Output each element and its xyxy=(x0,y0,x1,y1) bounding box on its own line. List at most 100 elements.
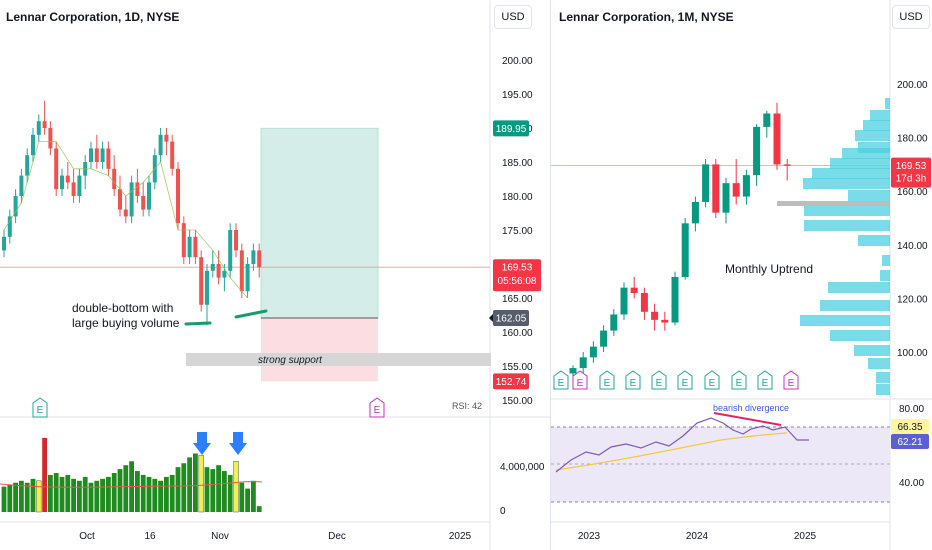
target-tag-bg xyxy=(493,120,529,137)
entry-tag: 162.05 xyxy=(493,310,529,327)
candle xyxy=(19,175,24,196)
candle xyxy=(216,264,221,278)
candle xyxy=(94,148,99,162)
price-axis-tick: 120.00 xyxy=(897,294,928,305)
last-price-tag xyxy=(891,157,931,188)
volume-profile-bar xyxy=(885,98,890,109)
candle xyxy=(129,182,134,217)
candle xyxy=(228,230,233,271)
candle xyxy=(589,346,597,358)
earnings-marker: E xyxy=(677,370,693,390)
volume-profile-bar xyxy=(828,282,890,293)
time-axis-tick: Dec xyxy=(328,531,346,542)
earnings-marker: E xyxy=(704,370,720,390)
volume-bar xyxy=(88,482,94,512)
daily-chart-panel: strong support double-bottom with large bu… xyxy=(0,0,550,550)
price-axis-tick: 175.00 xyxy=(502,226,533,237)
divergence-line xyxy=(713,412,782,426)
last-price-tag-bg xyxy=(891,157,931,188)
price-axis-tick: 195.00 xyxy=(502,90,533,101)
last-price-tag xyxy=(493,259,541,292)
volume-arrow xyxy=(229,432,247,455)
volume-bar xyxy=(140,474,146,512)
double-bottom-mark xyxy=(184,321,212,326)
candle xyxy=(671,276,679,323)
earnings-marker-label: E xyxy=(682,378,689,389)
volume-profile-bar xyxy=(876,372,890,383)
earnings-marker-shape xyxy=(677,370,693,390)
price-axis-tick: 165.00 xyxy=(502,294,533,305)
last-price-value: 169.53 xyxy=(896,161,927,172)
candle xyxy=(732,183,740,197)
earnings-marker-shape xyxy=(651,370,667,390)
volume-bar xyxy=(216,465,221,512)
volume-bar xyxy=(193,453,198,512)
candle xyxy=(630,287,638,294)
volume-bar xyxy=(245,488,250,512)
annotation-line-2: large buying volume xyxy=(72,316,180,330)
earnings-marker-label: E xyxy=(709,378,716,389)
candle xyxy=(123,209,128,217)
candle xyxy=(742,175,750,197)
volume-bar xyxy=(7,484,13,512)
rsi-axis-tick: 40.00 xyxy=(899,478,924,489)
volume-profile-bar xyxy=(812,168,890,179)
earnings-marker-shape xyxy=(625,370,641,390)
price-axis-tick: 200.00 xyxy=(502,56,533,67)
volume-profile-bar xyxy=(876,384,890,395)
candle xyxy=(48,128,53,149)
price-axis-tick: 100.00 xyxy=(897,348,928,359)
candle xyxy=(135,182,140,196)
candle xyxy=(239,250,244,292)
volume-bar xyxy=(111,473,117,512)
candle xyxy=(712,164,720,213)
earnings-marker-shape xyxy=(369,397,385,418)
time-axis-tick: 2025 xyxy=(794,531,817,542)
earnings-marker: E xyxy=(651,370,667,390)
candle xyxy=(170,141,175,169)
volume-bar xyxy=(164,476,169,512)
volume-bar xyxy=(146,476,152,512)
volume-bar xyxy=(256,506,262,512)
volume-bar xyxy=(19,480,24,512)
earnings-marker-shape xyxy=(757,370,773,390)
volume-profile-bar xyxy=(868,358,890,369)
candle xyxy=(681,223,689,277)
candle xyxy=(7,216,12,237)
candle xyxy=(100,148,105,162)
volume-bar xyxy=(13,482,18,512)
volume-bar xyxy=(36,480,42,513)
volume-axis-tick: 4,000,000 xyxy=(500,462,545,473)
candle xyxy=(31,134,35,156)
support-label: strong support xyxy=(258,355,323,366)
countdown-value: 17d 3h xyxy=(896,174,927,185)
earnings-marker: E xyxy=(553,370,569,390)
last-price-tag-bg xyxy=(493,259,541,292)
candle xyxy=(600,330,608,347)
candle xyxy=(158,134,163,156)
volume-profile-bar xyxy=(858,142,890,153)
stop-tag-bg xyxy=(493,373,529,390)
currency-button[interactable]: USD xyxy=(892,5,930,29)
candle xyxy=(234,230,238,251)
candle xyxy=(245,264,250,292)
candle xyxy=(54,148,59,190)
volume-axis-tick: 0 xyxy=(500,506,506,517)
volume-profile-bar xyxy=(870,110,890,121)
earnings-marker-label: E xyxy=(762,378,769,389)
volume-profile-bar xyxy=(830,158,890,169)
candle xyxy=(722,183,730,213)
earnings-marker: E xyxy=(599,370,615,390)
volume-bar xyxy=(100,478,105,512)
volume-profile-bar xyxy=(882,255,890,266)
rsi-value-tag-text: 62.21 xyxy=(897,437,922,448)
candle xyxy=(651,311,659,320)
price-axis-tick: 150.00 xyxy=(502,396,533,407)
currency-button[interactable]: USD xyxy=(494,5,532,29)
entry-tag-text: 162.05 xyxy=(496,314,527,325)
earnings-marker-label: E xyxy=(37,405,44,416)
monthly-chart-canvas[interactable]: Monthly Uptrend E E E E E E E E E E 200.00 180.00 160… xyxy=(551,0,932,550)
volume-bar xyxy=(53,473,59,512)
earnings-marker-label: E xyxy=(630,378,637,389)
